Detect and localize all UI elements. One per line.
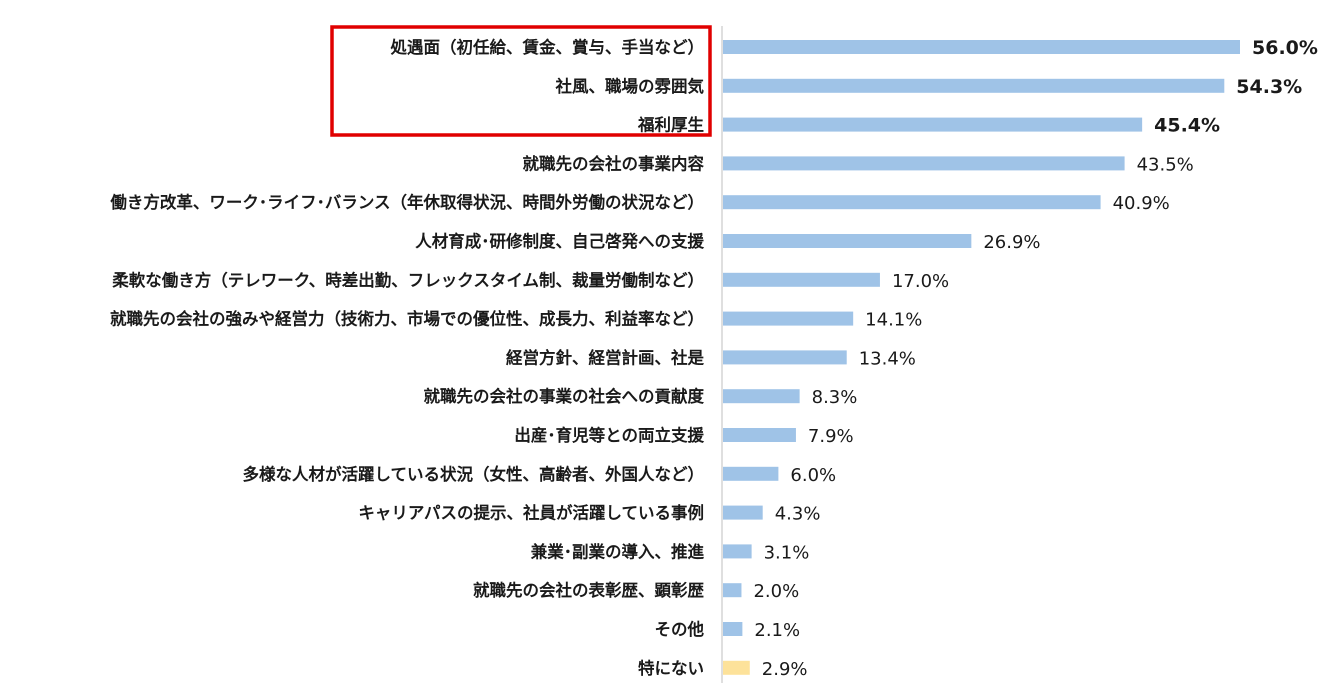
value-label: 3.1%	[764, 542, 810, 563]
highlight-box	[330, 25, 712, 137]
bar	[723, 350, 847, 365]
category-label: 人材育成･研修制度、自己啓発への支援	[415, 231, 704, 251]
bar	[723, 544, 752, 559]
bar	[723, 78, 1225, 93]
category-label: 経営方針、経営計画、社是	[506, 347, 705, 367]
bar	[723, 272, 880, 287]
category-label: 就職先の会社の事業内容	[523, 153, 705, 173]
bar	[723, 583, 742, 598]
bar	[723, 234, 972, 248]
category-label: 就職先の会社の表彰歴、顕彰歴	[473, 580, 705, 600]
value-label: 6.0%	[790, 465, 836, 486]
category-label: 社風、職場の雰囲気	[555, 76, 705, 96]
value-label: 8.3%	[812, 387, 858, 408]
category-label: 多様な人材が活躍している状況（女性、高齢者、外国人など）	[242, 464, 704, 484]
category-label: キャリアパスの提示、社員が活躍している事例	[358, 503, 704, 523]
bars	[723, 40, 1240, 675]
category-label: 福利厚生	[637, 115, 704, 135]
category-label: 出産･育児等との両立支援	[514, 425, 704, 445]
value-label: 54.3%	[1236, 76, 1302, 98]
bar	[723, 311, 854, 326]
bar	[723, 428, 796, 442]
category-label: その他	[655, 619, 705, 639]
value-label: 2.0%	[753, 581, 799, 602]
bar	[723, 117, 1143, 132]
category-label: 柔軟な働き方（テレワーク、時差出勤、フレックスタイム制、裁量労働制など）	[112, 270, 704, 290]
value-label: 4.3%	[775, 504, 821, 525]
category-label: 就職先の会社の事業の社会への貢献度	[424, 386, 705, 406]
category-label: 特にない	[638, 658, 704, 678]
value-label: 17.0%	[892, 271, 949, 292]
bar	[723, 389, 800, 404]
value-label: 2.9%	[762, 659, 808, 680]
category-label: 処遇面（初任給、賃金、賞与、手当など）	[390, 37, 705, 57]
value-label: 2.1%	[754, 620, 800, 641]
category-label: 兼業･副業の導入、推進	[531, 541, 705, 561]
value-label: 56.0%	[1252, 37, 1318, 59]
value-label: 45.4%	[1154, 115, 1220, 137]
category-label: 就職先の会社の強みや経営力（技術力、市場での優位性、成長力、利益率など）	[110, 309, 704, 329]
category-labels: 処遇面（初任給、賃金、賞与、手当など） 社風、職場の雰囲気福利厚生就職先の会社の事…	[109, 37, 704, 678]
bar	[723, 40, 1240, 54]
value-label: 14.1%	[865, 310, 922, 331]
category-label: 働き方改革、ワーク･ライフ･バランス（年休取得状況、時間外労働の状況など）	[109, 192, 704, 212]
bar	[723, 622, 743, 636]
bar	[723, 505, 763, 520]
value-label: 13.4%	[859, 348, 916, 369]
bar	[723, 466, 779, 481]
value-label: 26.9%	[983, 232, 1040, 253]
value-label: 40.9%	[1113, 193, 1170, 214]
bar	[723, 156, 1125, 171]
value-label: 43.5%	[1137, 154, 1194, 175]
bar	[723, 195, 1101, 210]
bar	[723, 660, 750, 675]
value-labels: 56.0% 54.3% 45.4% 43.5% 40.9% 26.9% 17.0% 14.1%…	[753, 37, 1317, 680]
value-label: 7.9%	[808, 426, 854, 447]
